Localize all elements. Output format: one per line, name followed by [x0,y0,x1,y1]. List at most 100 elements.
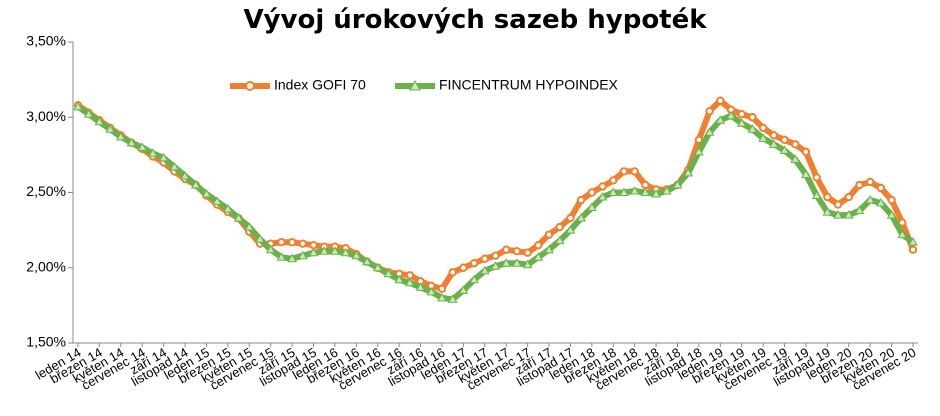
point-marker [372,262,383,272]
point-marker [609,176,618,185]
point-marker [640,187,651,196]
point-marker [201,188,212,198]
point-marker [672,179,683,189]
point-marker [351,250,362,260]
point-marker [747,124,758,133]
point-marker [244,222,255,231]
point-marker [277,237,286,247]
point-marker [565,225,576,234]
point-marker [608,187,619,196]
point-marker [822,207,833,216]
point-marker [705,107,714,116]
legend-marker [409,79,421,91]
y-tick-label: 1,50% [26,334,66,350]
point-marker [823,192,832,202]
point-marker [844,192,853,202]
point-marker [404,277,415,287]
point-marker [790,154,801,163]
point-marker [865,177,875,187]
point-marker [791,140,800,149]
point-marker [576,213,587,222]
chart-title: Vývoj úrokových sazeb hypoték [243,5,707,35]
point-marker [908,245,918,254]
point-marker [491,251,500,260]
point-marker [566,213,575,223]
point-marker [715,115,726,124]
point-marker [812,173,821,182]
point-marker [629,185,640,195]
point-marker [523,248,532,257]
point-marker [437,292,447,302]
point-marker [886,210,897,219]
point-marker [876,198,886,207]
point-marker [458,285,469,294]
point-marker [297,250,308,260]
point-marker [158,152,169,162]
point-marker [309,240,318,250]
point-marker [769,131,779,140]
point-marker [843,210,854,219]
point-marker [748,113,757,122]
point-marker [265,244,276,254]
point-marker [779,145,790,154]
point-marker [801,147,811,157]
y-tick-label: 2,00% [26,258,66,274]
point-marker [522,259,533,269]
point-marker [105,124,115,133]
point-marker [854,205,865,215]
y-tick-label: 3,00% [26,108,66,124]
series-line [76,104,915,303]
point-marker [287,237,297,247]
point-marker [694,146,704,156]
point-marker [512,258,522,267]
point-marker [908,237,918,246]
point-marker [534,240,543,250]
point-marker [469,259,479,268]
point-marker [683,167,694,177]
point-marker [437,284,447,294]
point-marker [223,204,233,213]
point-marker [587,188,597,197]
point-marker [383,268,394,278]
point-marker [811,190,822,200]
point-marker [448,268,457,277]
point-marker [597,192,608,201]
point-marker [554,235,565,245]
point-marker [459,263,468,272]
point-marker [148,148,158,157]
point-marker [180,170,190,180]
point-marker [661,185,672,195]
point-marker [544,230,554,239]
point-marker [533,252,544,261]
point-marker [126,137,137,147]
point-marker [276,252,287,261]
point-marker [736,118,747,127]
point-marker [576,195,586,205]
point-marker [619,167,629,176]
point-marker [651,188,661,198]
legend-label: FINCENTRUM HYPOINDEX [439,77,619,93]
point-marker [212,196,223,206]
point-marker [94,116,105,126]
point-marker [169,161,180,171]
point-marker [502,245,511,254]
point-marker [362,256,372,266]
point-marker [586,202,597,212]
point-marker [287,253,297,263]
point-marker [298,239,308,248]
point-marker [865,195,876,204]
point-marker [115,131,126,141]
point-marker [512,246,522,256]
point-marker [340,247,351,257]
point-marker [490,261,501,270]
point-marker [833,200,843,209]
point-marker [394,274,405,284]
point-marker [630,167,639,176]
point-marker [887,195,896,205]
point-marker [83,109,94,118]
point-marker [447,294,458,303]
point-marker [415,282,426,291]
point-marker [469,274,479,284]
point-marker [137,142,148,151]
point-marker [619,187,629,196]
